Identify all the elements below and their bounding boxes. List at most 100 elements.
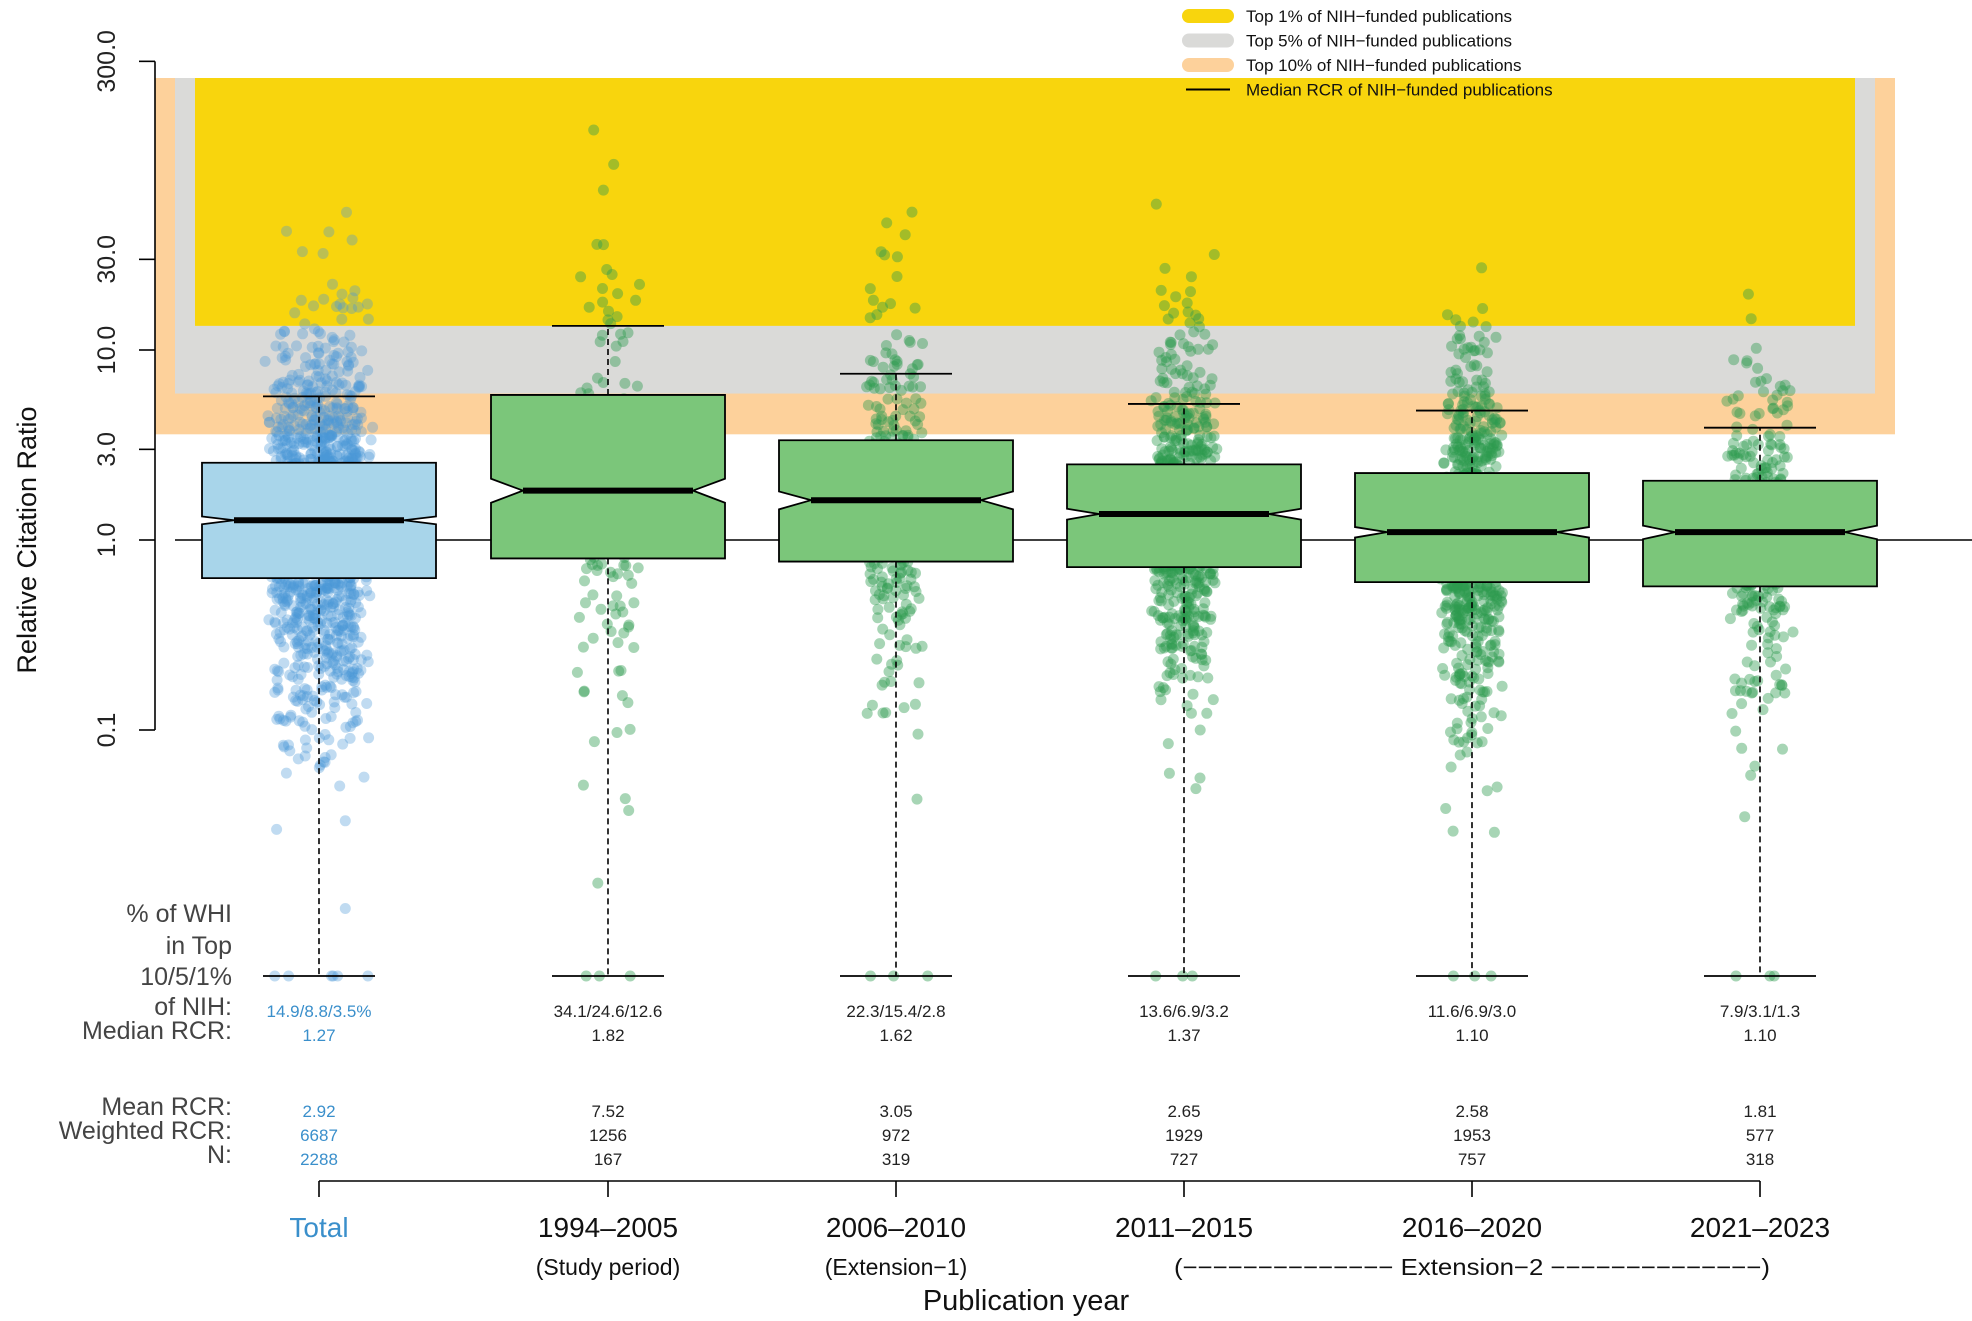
- data-point: [1182, 438, 1194, 450]
- data-point: [1174, 424, 1185, 436]
- data-point: [1166, 443, 1178, 454]
- data-point: [878, 590, 890, 602]
- data-point: [1449, 639, 1461, 651]
- data-point: [1477, 303, 1489, 314]
- x-tick-label: 2016–2020: [1402, 1212, 1542, 1243]
- data-point: [270, 387, 282, 399]
- data-point: [318, 599, 330, 611]
- data-point: [1452, 409, 1464, 421]
- data-point: [1189, 629, 1201, 641]
- data-point: [1455, 614, 1467, 626]
- data-point: [592, 559, 604, 571]
- data-point: [1467, 460, 1478, 472]
- data-point: [363, 732, 375, 744]
- data-point: [1444, 635, 1456, 647]
- data-point: [626, 577, 638, 589]
- data-point: [876, 571, 888, 583]
- data-point: [355, 631, 367, 643]
- data-point: [351, 663, 363, 674]
- stat-pct: 13.6/6.9/3.2: [1139, 1002, 1229, 1021]
- data-point: [296, 593, 308, 604]
- data-point: [1188, 625, 1199, 637]
- data-point: [317, 643, 329, 655]
- data-point: [1452, 386, 1464, 398]
- data-point: [337, 440, 349, 452]
- data-point: [1156, 443, 1168, 455]
- data-point: [885, 298, 896, 310]
- data-point: [313, 358, 325, 370]
- data-point: [328, 412, 339, 424]
- data-point: [317, 431, 329, 443]
- data-point: [320, 446, 332, 458]
- data-point: [912, 358, 924, 370]
- data-point: [1192, 438, 1204, 450]
- data-point: [1457, 399, 1469, 411]
- data-point: [340, 691, 352, 703]
- data-point: [1194, 724, 1206, 736]
- data-point: [288, 622, 300, 633]
- data-point: [1168, 595, 1180, 607]
- data-point: [275, 413, 287, 425]
- data-point: [276, 421, 288, 433]
- data-point: [304, 603, 316, 615]
- data-point: [1199, 383, 1211, 395]
- data-point: [321, 375, 333, 387]
- data-point: [292, 673, 304, 685]
- data-point: [1195, 440, 1207, 452]
- data-point: [1727, 587, 1738, 599]
- data-point: [1165, 566, 1177, 578]
- data-point: [1183, 592, 1195, 603]
- data-point: [1764, 601, 1775, 613]
- data-point: [1774, 380, 1786, 392]
- data-point: [296, 621, 308, 633]
- x-tick-label: 1994–2005: [538, 1212, 678, 1243]
- data-point: [320, 713, 332, 724]
- data-point: [1458, 387, 1470, 399]
- data-point: [301, 612, 313, 624]
- data-point: [1482, 602, 1494, 614]
- data-point: [331, 417, 343, 429]
- data-point: [295, 601, 307, 613]
- data-point: [1747, 590, 1759, 602]
- data-point: [1152, 420, 1164, 432]
- data-point: [300, 436, 312, 448]
- data-point: [1476, 455, 1488, 467]
- data-point: [312, 399, 324, 411]
- data-point: [1778, 451, 1790, 463]
- data-point: [312, 653, 323, 665]
- data-point: [277, 376, 289, 388]
- data-point: [273, 378, 285, 390]
- data-point: [318, 411, 330, 423]
- data-point: [1777, 467, 1789, 479]
- data-point: [1471, 411, 1483, 423]
- data-point: [291, 606, 303, 618]
- data-point: [284, 669, 296, 681]
- data-point: [263, 614, 275, 626]
- data-point: [280, 579, 292, 591]
- data-point: [272, 438, 284, 450]
- data-point: [319, 752, 331, 763]
- data-point: [306, 642, 318, 653]
- data-point: [1475, 649, 1487, 661]
- data-point: [314, 417, 326, 429]
- data-point: [1209, 397, 1221, 409]
- data-point: [345, 433, 357, 445]
- data-point: [310, 386, 322, 398]
- data-point: [618, 627, 630, 639]
- data-point: [864, 354, 876, 366]
- data-point: [347, 621, 359, 632]
- data-point: [347, 402, 359, 414]
- data-point: [1485, 625, 1497, 637]
- data-point: [331, 398, 343, 410]
- data-point: [343, 666, 355, 678]
- data-point: [334, 625, 346, 637]
- data-point: [1483, 613, 1495, 625]
- data-point: [1479, 439, 1490, 451]
- data-point: [281, 621, 293, 633]
- data-point: [1436, 607, 1448, 619]
- data-point: [1439, 628, 1451, 640]
- data-point: [1485, 595, 1497, 607]
- data-point: [323, 429, 335, 441]
- data-point: [1752, 439, 1764, 450]
- data-point: [1493, 626, 1505, 638]
